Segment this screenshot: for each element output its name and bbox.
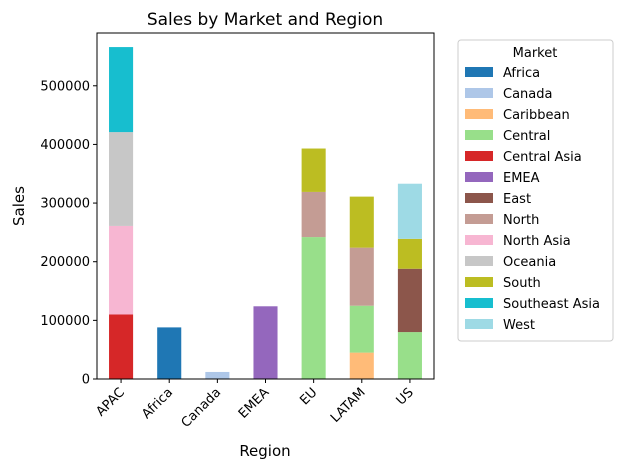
y-tick-label: 400000 — [40, 138, 90, 153]
x-tick-label: EU — [297, 385, 320, 408]
bar-segment-emea-emea — [253, 306, 278, 379]
legend-swatch — [465, 256, 493, 266]
x-axis-label: Region — [239, 442, 290, 460]
legend: Market Africa Canada Caribbean Central Centr… — [457, 39, 614, 342]
bar-segment-apac-southeast-asia — [109, 47, 134, 133]
y-tick-label: 200000 — [40, 255, 90, 270]
legend-label: Oceania — [503, 255, 556, 270]
bar-segment-eu-north — [301, 191, 326, 238]
legend-label: North Asia — [503, 234, 571, 249]
legend-swatch — [465, 298, 493, 308]
legend-swatch — [465, 319, 493, 329]
legend-swatch — [465, 130, 493, 140]
legend-frame — [457, 39, 614, 342]
y-tick-label: 300000 — [40, 197, 90, 212]
bar-segment-eu-south — [301, 148, 326, 192]
bar-segment-us-central — [397, 332, 422, 379]
legend-label: Southeast Asia — [503, 297, 600, 312]
legend-label: Central — [503, 129, 550, 144]
bar-segment-us-south — [397, 238, 422, 269]
bar-segment-apac-north-asia — [109, 225, 134, 315]
x-tick-label: Canada — [179, 385, 225, 431]
bar-segment-latam-north — [349, 247, 374, 306]
legend-label: South — [503, 276, 541, 291]
y-axis-label: Sales — [10, 186, 28, 226]
x-tick-label: APAC — [93, 385, 127, 419]
legend-label: Caribbean — [503, 108, 570, 123]
legend-label: Africa — [503, 66, 540, 81]
x-tick-label: EMEA — [236, 385, 273, 422]
y-tick-label: 0 — [82, 373, 90, 388]
legend-label: North — [503, 213, 539, 228]
legend-swatch — [465, 214, 493, 224]
y-tick-label: 500000 — [40, 79, 90, 94]
legend-swatch — [465, 172, 493, 182]
legend-swatch — [465, 277, 493, 287]
legend-swatch — [465, 151, 493, 161]
x-tick-label: US — [394, 385, 417, 408]
bar-segment-eu-central — [301, 237, 326, 379]
bar-segment-latam-caribbean — [349, 352, 374, 379]
legend-items: Africa Canada Caribbean Central Central Asia… — [465, 66, 600, 333]
y-tick-label: 100000 — [40, 314, 90, 329]
chart-title: Sales by Market and Region — [147, 10, 383, 30]
legend-label: West — [503, 318, 535, 333]
bar-segment-africa-africa — [157, 327, 182, 379]
legend-swatch — [465, 109, 493, 119]
legend-label: Central Asia — [503, 150, 582, 165]
y-axis-ticks: 0 100000 200000 300000 400000 500000 — [40, 79, 97, 388]
legend-swatch — [465, 67, 493, 77]
legend-label: EMEA — [503, 171, 540, 186]
x-tick-label: LATAM — [328, 385, 369, 426]
legend-swatch — [465, 235, 493, 245]
bar-segment-apac-oceania — [109, 132, 134, 226]
bar-segment-latam-central — [349, 305, 374, 353]
bar-segment-apac-central-asia — [109, 314, 134, 379]
x-axis-ticks: APAC Africa Canada EMEA EU LATAM US — [93, 379, 417, 431]
bar-segment-latam-south — [349, 196, 374, 248]
legend-label: Canada — [503, 87, 552, 102]
legend-swatch — [465, 88, 493, 98]
x-tick-label: Africa — [139, 385, 176, 422]
legend-title: Market — [513, 46, 558, 61]
bar-segment-us-east — [397, 268, 422, 333]
bar-segment-us-west — [397, 183, 422, 239]
legend-swatch — [465, 193, 493, 203]
bars-group — [109, 47, 422, 379]
bar-segment-canada-canada — [205, 371, 230, 379]
legend-label: East — [503, 192, 531, 207]
